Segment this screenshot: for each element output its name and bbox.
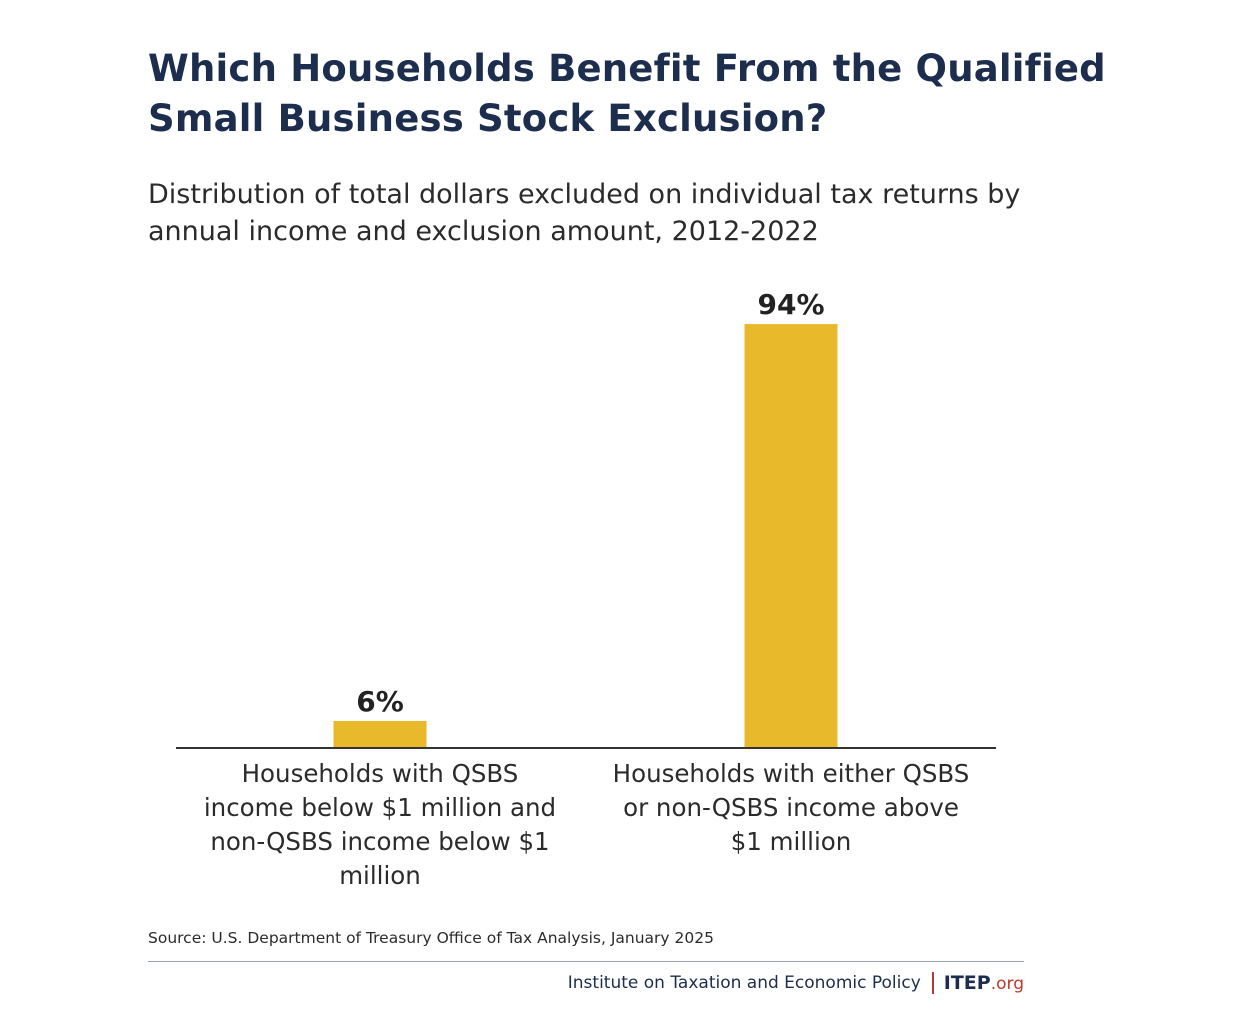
footer-divider (148, 961, 1024, 962)
logo-suffix: .org (990, 974, 1024, 994)
organization-name: Institute on Taxation and Economic Polic… (567, 973, 921, 993)
footer: Institute on Taxation and Economic Polic… (568, 972, 1024, 994)
chart-title: Which Households Benefit From the Qualif… (148, 47, 1106, 140)
source-note: Source: U.S. Department of Treasury Offi… (148, 929, 714, 947)
chart-subtitle: Distribution of total dollars excluded o… (148, 179, 1021, 247)
data-label-2: 94% (757, 288, 824, 321)
data-label-1: 6% (356, 685, 404, 718)
bar-2 (744, 324, 838, 748)
category-label: Households with QSBS income below $1 mil… (203, 759, 557, 890)
footer-separator (931, 972, 934, 994)
logo-main: ITEP (943, 972, 991, 994)
category-label: Households with either QSBS or non-QSBS … (612, 759, 970, 856)
bar-1 (333, 720, 427, 748)
itep-logo: ITEP.org (944, 972, 1024, 994)
